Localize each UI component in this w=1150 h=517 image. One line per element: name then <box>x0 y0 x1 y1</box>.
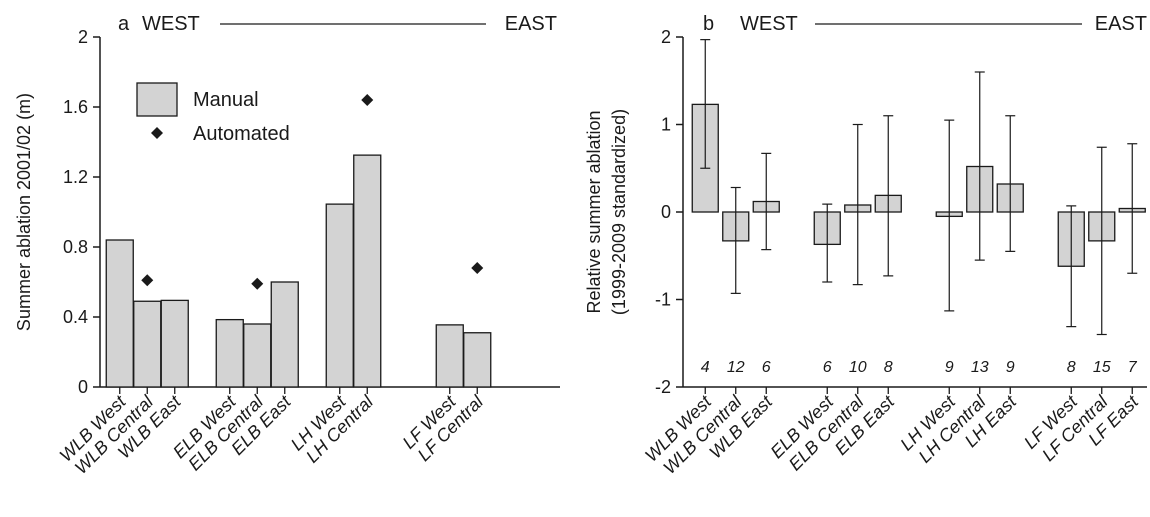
y-tick-label-0: 0 <box>78 377 88 397</box>
y-tick-label-0-4: 0.4 <box>63 307 88 327</box>
y-tick-label-0: 0 <box>661 202 671 222</box>
y-tick-label-1-6: 1.6 <box>63 97 88 117</box>
legend-manual-swatch <box>136 82 178 117</box>
bar-manual-lh-west <box>325 203 354 388</box>
bar-manual-elb-east <box>270 281 299 388</box>
y-tick-label-2: 2 <box>661 27 671 47</box>
sample-count-wlb-east: 6 <box>762 359 771 376</box>
header-east: EAST <box>505 13 557 35</box>
y-tick-label-1: -1 <box>655 290 671 310</box>
header-east: EAST <box>1095 13 1147 35</box>
legend-manual-label: Manual <box>193 89 259 111</box>
y-tick-label-1-2: 1.2 <box>63 167 88 187</box>
marker-automated-wlb-central <box>141 274 154 287</box>
bar-manual-lf-west <box>435 324 464 388</box>
y-axis-title: Relative summer ablation <box>584 110 604 313</box>
sample-count-lf-west: 8 <box>1067 359 1076 376</box>
bar-manual-wlb-east <box>160 299 189 388</box>
sample-count-lh-east: 9 <box>1006 359 1015 376</box>
sample-count-wlb-central: 12 <box>727 359 745 376</box>
bar-manual-wlb-central <box>133 300 162 388</box>
bar-manual-elb-west <box>215 318 244 388</box>
sample-count-elb-west: 6 <box>823 359 832 376</box>
marker-automated-lf-central <box>471 262 484 274</box>
bar-manual-lh-central <box>353 154 382 388</box>
y-tick-label-1: 1 <box>661 115 671 135</box>
bar-manual-elb-central <box>243 323 272 388</box>
marker-automated-elb-central <box>251 277 264 290</box>
y-axis-title: Summer ablation 2001/02 (m) <box>14 93 34 331</box>
sample-count-lf-central: 15 <box>1093 359 1111 376</box>
y-tick-label-0-8: 0.8 <box>63 237 88 257</box>
header-west: WEST <box>740 13 798 35</box>
marker-automated-lh-central <box>361 94 374 106</box>
bar-manual-lf-central <box>463 332 492 388</box>
panel-a-ablation-2001-02: 0 0.4 0.8 1.2 1.6 2 Summer ablation 2001/02 (m… <box>14 13 560 478</box>
sample-count-lh-west: 9 <box>945 359 954 376</box>
sample-count-wlb-west: 4 <box>701 359 710 376</box>
y-tick-label-2: -2 <box>655 377 671 397</box>
sample-count-elb-central: 10 <box>849 359 867 376</box>
y-axis-subtitle: (1999-2009 standardized) <box>609 109 629 315</box>
sample-count-lf-east: 7 <box>1128 359 1138 376</box>
legend-automated-marker <box>151 127 163 139</box>
header-west: WEST <box>142 13 200 35</box>
sample-count-lh-central: 13 <box>971 359 989 376</box>
panel-label: b <box>703 13 714 35</box>
bar-manual-wlb-west <box>105 239 134 388</box>
sample-count-elb-east: 8 <box>884 359 893 376</box>
y-tick-label-2: 2 <box>78 27 88 47</box>
panel-label: a <box>118 13 130 35</box>
legend-automated-label: Automated <box>193 123 290 145</box>
